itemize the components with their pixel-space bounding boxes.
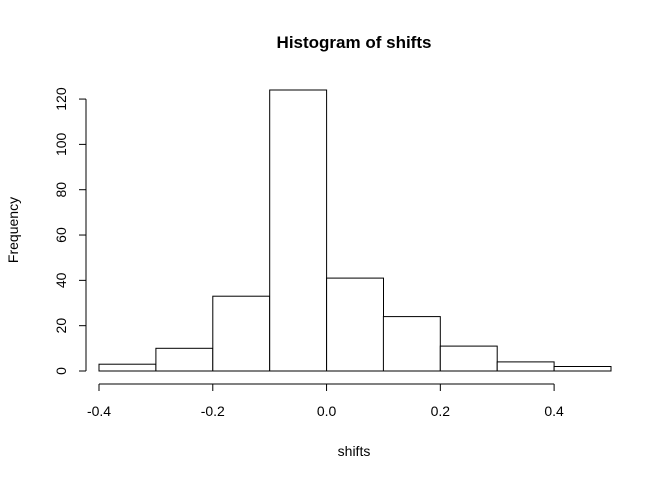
y-axis: 0 20 40 60 80 100 120 — [53, 87, 87, 375]
x-tick-label: 0.4 — [544, 403, 564, 419]
y-tick-label: 20 — [53, 318, 69, 334]
y-tick-label: 60 — [53, 227, 69, 243]
y-tick-label: 80 — [53, 182, 69, 198]
histogram-bar-8 — [553, 366, 612, 372]
histogram-bar-1 — [155, 347, 214, 372]
histogram-bar-5 — [382, 316, 441, 372]
bars-group — [98, 89, 612, 372]
histogram-bar-3 — [269, 89, 328, 372]
x-axis: -0.4 -0.2 0.0 0.2 0.4 — [87, 383, 564, 419]
y-tick-label: 100 — [53, 132, 69, 156]
x-tick-label: 0.0 — [317, 403, 337, 419]
y-axis-label: Frequency — [5, 197, 21, 263]
x-tick-label: -0.2 — [201, 403, 225, 419]
histogram-bar-2 — [212, 295, 271, 372]
y-tick-label: 0 — [53, 367, 69, 375]
histogram-bar-4 — [326, 277, 385, 372]
y-tick-label: 120 — [53, 87, 69, 111]
histogram-bar-7 — [496, 361, 555, 372]
y-tick-label: 40 — [53, 272, 69, 288]
histogram-bar-6 — [439, 345, 498, 372]
x-axis-label: shifts — [338, 443, 371, 459]
histogram-bar-0 — [98, 363, 157, 372]
chart-title: Histogram of shifts — [277, 33, 432, 52]
x-tick-label: 0.2 — [431, 403, 451, 419]
x-tick-label: -0.4 — [87, 403, 111, 419]
